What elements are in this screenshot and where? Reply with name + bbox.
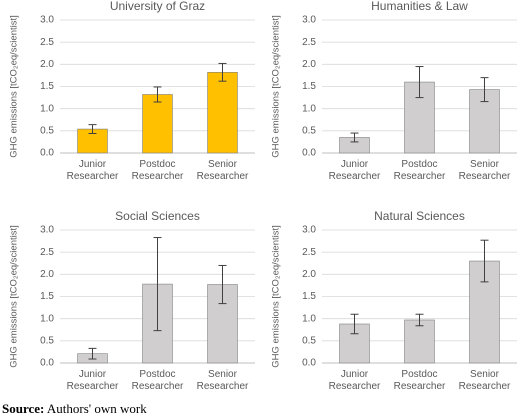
x-tick-label: Senior Researcher [196, 159, 249, 182]
y-axis-label: GHG emissions [tCO₂eq/scientist] [9, 225, 20, 368]
error-bar [350, 313, 359, 335]
y-tick-label: 1.0 [302, 103, 316, 114]
x-tick-label: Junior Researcher [328, 369, 381, 392]
y-axis-label: GHG emissions [tCO₂eq/scientist] [271, 225, 282, 368]
y-tick-label: 1.0 [40, 103, 54, 114]
x-tick-label: Postdoc Researcher [393, 369, 446, 392]
chart-title: Social Sciences [115, 209, 200, 223]
x-tick-label: Junior Researcher [66, 159, 119, 182]
y-tick-label: 2.0 [302, 269, 316, 280]
y-tick-label: 2.5 [40, 37, 54, 48]
y-axis-label: GHG emissions [tCO₂eq/scientist] [271, 15, 282, 158]
source-text: Authors' own work [46, 401, 147, 416]
error-bar [153, 237, 162, 332]
source-note: Source: Authors' own work [2, 401, 147, 417]
error-bar [88, 124, 97, 134]
x-tick-label: Junior Researcher [328, 159, 381, 182]
error-bar [415, 313, 424, 327]
y-tick-label: 2.5 [302, 37, 316, 48]
y-tick-label: 3.0 [40, 225, 54, 236]
error-bar [480, 77, 489, 103]
y-tick-label: 2.5 [302, 247, 316, 258]
error-bar [153, 86, 162, 103]
error-bar [415, 66, 424, 99]
x-tick-label: Senior Researcher [196, 369, 249, 392]
bar [404, 319, 435, 364]
y-tick-label: 0.0 [40, 358, 54, 369]
y-tick-label: 1.5 [40, 291, 54, 302]
y-tick-label: 1.0 [302, 313, 316, 324]
error-bar [218, 62, 227, 82]
y-tick-label: 0.5 [40, 335, 54, 346]
x-tick-label: Postdoc Researcher [131, 159, 184, 182]
y-tick-label: 1.5 [302, 291, 316, 302]
error-bar [350, 132, 359, 143]
y-tick-label: 1.5 [302, 81, 316, 92]
y-tick-label: 1.5 [40, 81, 54, 92]
y-tick-label: 2.0 [40, 269, 54, 280]
y-tick-label: 1.0 [40, 313, 54, 324]
x-tick-label: Junior Researcher [66, 369, 119, 392]
x-tick-label: Senior Researcher [458, 159, 511, 182]
error-bar [88, 347, 97, 360]
y-tick-label: 0.0 [302, 358, 316, 369]
chart-title: University of Graz [110, 0, 205, 13]
x-tick-label: Postdoc Researcher [131, 369, 184, 392]
y-tick-label: 2.0 [302, 59, 316, 70]
y-tick-label: 0.0 [40, 148, 54, 159]
y-tick-label: 0.5 [302, 125, 316, 136]
error-bar [480, 239, 489, 283]
y-tick-label: 0.5 [302, 335, 316, 346]
y-axis-label: GHG emissions [tCO₂eq/scientist] [9, 15, 20, 158]
bar [207, 72, 238, 154]
chart-title: Natural Sciences [374, 209, 465, 223]
y-tick-label: 0.5 [40, 125, 54, 136]
x-tick-label: Postdoc Researcher [393, 159, 446, 182]
y-tick-label: 2.0 [40, 59, 54, 70]
charts: University of Graz GHG emissions [tCO₂eq/… [9, 0, 517, 369]
error-bar [218, 264, 227, 305]
source-label: Source: [2, 401, 45, 416]
bar [142, 94, 173, 154]
y-tick-label: 2.5 [40, 247, 54, 258]
x-tick-label: Senior Researcher [458, 369, 511, 392]
y-tick-label: 3.0 [40, 15, 54, 26]
chart-title: Humanities & Law [371, 0, 468, 13]
y-tick-label: 3.0 [302, 225, 316, 236]
y-tick-label: 3.0 [302, 15, 316, 26]
y-tick-label: 0.0 [302, 148, 316, 159]
